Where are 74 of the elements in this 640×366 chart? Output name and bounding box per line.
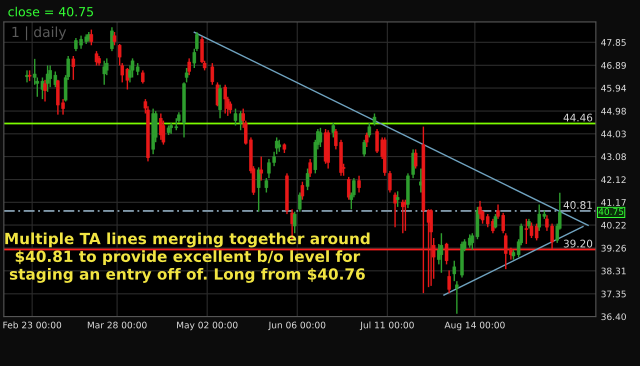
ref-line-label: 39.20 [564, 240, 592, 248]
candlestick [494, 213, 498, 230]
candlestick [362, 139, 366, 158]
x-tick-label: Jun 06 00:00 [268, 322, 326, 330]
x-tick-label: Feb 23 00:00 [3, 321, 62, 328]
y-tick-label: 43.08 [601, 153, 626, 160]
x-tick-label: Jul 11 00:00 [360, 321, 414, 330]
candlestick [72, 55, 76, 81]
candlestick [452, 260, 456, 282]
candlestick [318, 127, 322, 148]
candlestick [223, 84, 227, 114]
candlestick [264, 177, 268, 194]
annotation: 1 | daily [12, 26, 66, 40]
candlestick [94, 50, 98, 66]
candlestick [346, 176, 350, 200]
candlestick [332, 122, 336, 138]
x-tick-label: Mar 28 00:00 [88, 322, 147, 328]
candlestick [282, 142, 286, 154]
candlestick [393, 192, 397, 228]
candlestick [256, 166, 260, 212]
candlestick [277, 139, 282, 152]
candlestick [478, 200, 482, 220]
candlestick [411, 148, 415, 179]
candlestick [306, 168, 310, 191]
y-tick-label: 37.35 [601, 290, 626, 298]
y-tick-label: 47.85 [601, 39, 626, 46]
candlestick [527, 218, 531, 230]
x-tick-label: May 02 00:00 [177, 322, 238, 330]
candlestick [300, 181, 304, 200]
candlestick [365, 132, 369, 148]
y-tick-label: 39.26 [601, 244, 626, 252]
y-tick-label: 38.31 [601, 268, 626, 274]
candlestick [396, 190, 400, 208]
candlestick [308, 158, 312, 178]
candlestick [210, 62, 214, 86]
candlestick [447, 270, 451, 294]
candlestick [375, 128, 379, 154]
candlestick [444, 242, 448, 266]
candlestick [388, 170, 392, 194]
candlestick [110, 26, 114, 52]
candlestick [97, 55, 101, 66]
candlestick [259, 156, 263, 182]
candlestick [292, 210, 296, 234]
ref-line-label: 44.46 [564, 114, 592, 122]
candlestick [187, 58, 191, 76]
y-tick-label: 42.12 [601, 176, 626, 184]
candlestick [218, 84, 222, 119]
candlestick [368, 122, 372, 138]
candlestick [429, 208, 433, 287]
y-tick-label: 44.03 [601, 130, 626, 138]
candlestick [455, 280, 459, 314]
y-tick-label: 40.22 [601, 222, 626, 229]
candlestick [228, 100, 232, 114]
ref-line-label: 40.81 [564, 201, 592, 209]
candlestick [166, 124, 170, 136]
y-tick-label: 36.40 [601, 313, 626, 320]
candlestick [357, 175, 361, 194]
y-tick-label: 46.89 [601, 62, 626, 69]
candlestick [298, 192, 302, 212]
annotation: 40.75 [598, 208, 624, 216]
candlestick [102, 60, 106, 86]
candlestick [90, 28, 94, 46]
y-tick-label: 44.98 [601, 108, 626, 115]
candlestick [141, 70, 145, 84]
y-tick-label: 41.17 [601, 199, 626, 206]
y-tick-label: 45.94 [601, 84, 626, 92]
candlestick [112, 31, 116, 46]
chart-title: close = 40.75 [8, 6, 93, 16]
candlestick [184, 67, 188, 84]
annotation: Multiple TA lines merging together around $40.81 to provide excellent b/o level for staging an entry off of. Long from $40.76 [5, 232, 370, 283]
x-tick-label: Aug 14 00:00 [444, 322, 505, 330]
candlestick [372, 112, 376, 126]
candlestick [414, 148, 418, 170]
candlestick [440, 232, 444, 274]
